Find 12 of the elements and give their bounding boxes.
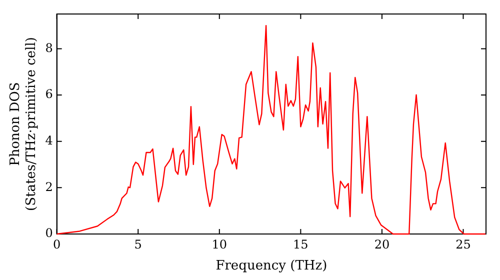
y-tick-label: 2	[45, 180, 53, 194]
y-tick-label: 8	[45, 40, 53, 55]
x-tick-label: 10	[212, 237, 228, 252]
x-axis-title: Frequency (THz)	[216, 258, 328, 274]
y-tick-label: 4	[45, 133, 54, 148]
x-tick-label: 20	[374, 237, 390, 252]
y-axis-title: Phonon DOS (States/THz·primitive cell)	[8, 36, 39, 212]
x-tick-label: 5	[134, 237, 142, 252]
y-tick-label: 6	[45, 87, 53, 102]
y-tick-label: 0	[45, 226, 53, 240]
x-tick-label: 15	[293, 237, 308, 252]
x-tick-label: 25	[456, 237, 471, 252]
